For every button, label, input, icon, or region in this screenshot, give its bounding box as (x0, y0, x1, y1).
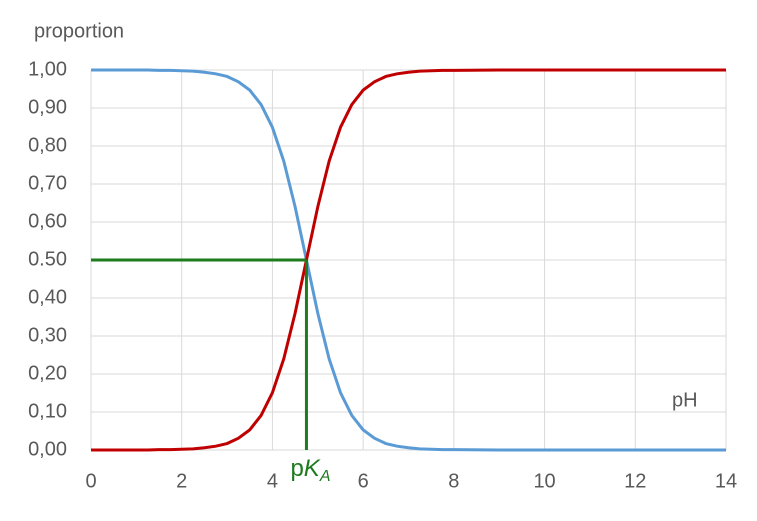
y-axis-label: proportion (34, 20, 124, 42)
x-tick-label: 10 (533, 470, 555, 492)
x-tick-label: 6 (358, 470, 369, 492)
marker-label-part: A (319, 468, 331, 485)
y-tick-label: 0,80 (28, 134, 67, 156)
x-tick-label: 14 (715, 470, 737, 492)
x-tick-label: 4 (267, 470, 278, 492)
marker-label: pKA (290, 455, 330, 485)
y-tick-label: 0,10 (28, 400, 67, 422)
x-tick-label: 8 (448, 470, 459, 492)
x-tick-label: 2 (176, 470, 187, 492)
y-tick-label: 0,30 (28, 324, 67, 346)
x-axis-label: pH (672, 389, 698, 411)
y-tick-label: 0.50 (28, 248, 67, 270)
y-tick-label: 0,00 (28, 438, 67, 460)
marker-label-part: p (290, 455, 303, 482)
y-tick-label: 0,20 (28, 362, 67, 384)
y-tick-label: 0,90 (28, 96, 67, 118)
y-tick-label: 0,70 (28, 172, 67, 194)
y-tick-label: 1,00 (28, 58, 67, 80)
y-tick-label: 0,40 (28, 286, 67, 308)
marker-label-part: K (304, 455, 321, 482)
y-tick-label: 0,60 (28, 210, 67, 232)
x-tick-label: 0 (85, 470, 96, 492)
x-tick-label: 12 (624, 470, 646, 492)
